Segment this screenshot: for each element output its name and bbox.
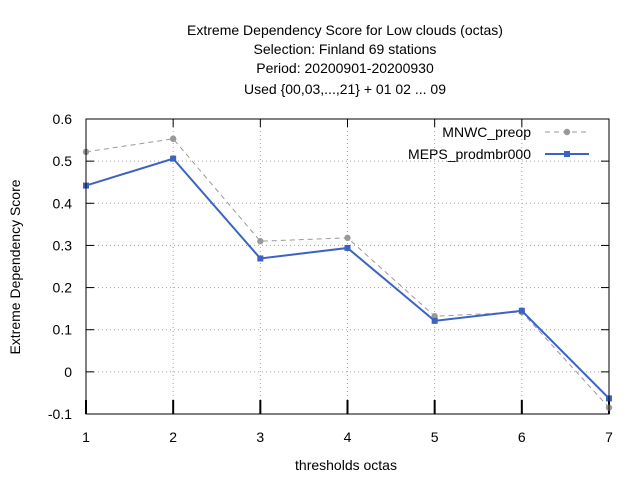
grid — [86, 119, 609, 414]
chart-title: Extreme Dependency Score for Low clouds … — [187, 22, 503, 97]
x-tick-label: 7 — [605, 429, 613, 445]
x-tick-label: 5 — [431, 429, 439, 445]
data-point — [431, 317, 438, 324]
x-tick-label: 2 — [169, 429, 177, 445]
y-tick-label: 0.4 — [53, 195, 73, 211]
x-tick-label: 3 — [256, 429, 264, 445]
legend-label: MEPS_prodmbr000 — [408, 146, 531, 162]
data-point — [257, 255, 264, 262]
y-tick-label: 0 — [64, 364, 72, 380]
y-tick-label: 0.1 — [53, 322, 73, 338]
x-axis-label: thresholds octas — [295, 457, 397, 473]
data-point — [170, 155, 177, 162]
y-axis-label: Extreme Dependency Score — [7, 179, 23, 354]
legend-label: MNWC_preop — [442, 124, 531, 140]
data-point — [431, 313, 438, 320]
x-tick-label: 1 — [82, 429, 90, 445]
legend-marker — [564, 151, 570, 157]
legend: MNWC_preop MEPS_prodmbr000 — [408, 124, 589, 162]
title-line-1: Extreme Dependency Score for Low clouds … — [187, 22, 503, 38]
series-line-MEPS_prodmbr000 — [85, 157, 610, 400]
data-point — [169, 135, 177, 143]
data-point — [344, 244, 351, 251]
x-tick-label: 6 — [518, 429, 526, 445]
y-tick-label: -0.1 — [48, 406, 72, 422]
data-point — [257, 238, 264, 245]
y-tick-label: 0.3 — [53, 237, 73, 253]
data-point — [518, 307, 525, 314]
data-point — [344, 234, 351, 242]
title-line-4: Used {00,03,...,21} + 01 02 ... 09 — [244, 81, 446, 97]
y-tick-label: 0.5 — [53, 153, 73, 169]
y-tick-label: 0.2 — [53, 280, 73, 296]
plot-frame — [85, 118, 610, 415]
axis-ticks: -0.1 0 0.1 0.2 0.3 0.4 0.5 0.6 1 2 3 4 5 6 7 — [48, 111, 613, 445]
y-tick-label: 0.6 — [53, 111, 73, 127]
title-line-2: Selection: Finland 69 stations — [254, 41, 437, 57]
legend-marker — [563, 128, 571, 136]
title-line-3: Period: 20200901-20200930 — [256, 60, 434, 76]
series-layer — [82, 135, 613, 411]
x-tick-label: 4 — [344, 429, 352, 445]
